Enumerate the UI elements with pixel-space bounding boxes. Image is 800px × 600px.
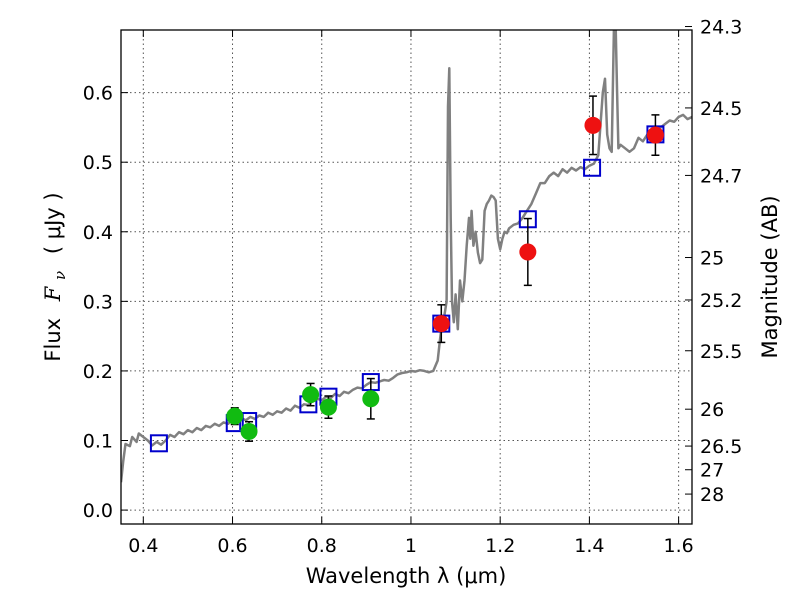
green-data-point bbox=[319, 398, 337, 416]
red-data-point bbox=[646, 126, 664, 144]
red-data-point bbox=[432, 315, 450, 333]
right-tick-label: 26.5 bbox=[700, 436, 742, 458]
x-tick-label: 1.6 bbox=[664, 535, 694, 557]
plot-frame bbox=[120, 29, 693, 525]
right-tick-label: 25.2 bbox=[700, 290, 742, 312]
green-data-point bbox=[362, 390, 380, 408]
grid-lines bbox=[121, 30, 692, 524]
x-tick-label: 1.2 bbox=[485, 535, 515, 557]
x-axis-label: Wavelength λ (μm) bbox=[306, 564, 507, 588]
right-tick-label: 24.7 bbox=[700, 165, 742, 187]
x-tick-label: 0.6 bbox=[217, 535, 247, 557]
y-axis-label-left: Flux F ν ( μJy ) bbox=[41, 192, 70, 361]
green-data-point bbox=[302, 386, 320, 404]
right-tick-label: 27 bbox=[700, 460, 724, 482]
plot-background bbox=[121, 30, 692, 524]
y-tick-label: 0.1 bbox=[83, 431, 113, 453]
model-box-marker bbox=[149, 434, 168, 453]
model-box-marker bbox=[583, 158, 602, 177]
right-tick-label: 24.3 bbox=[700, 17, 742, 39]
right-tick-label: 25 bbox=[700, 248, 724, 270]
x-tick-label: 1 bbox=[405, 535, 417, 557]
y-tick-label: 0.5 bbox=[83, 152, 113, 174]
y-tick-label: 0.4 bbox=[83, 222, 113, 244]
y-tick-label: 0.0 bbox=[83, 500, 113, 522]
right-tick-label: 28 bbox=[700, 484, 724, 506]
x-tick-label: 0.8 bbox=[307, 535, 337, 557]
y-axis-label-subscript: ν bbox=[51, 271, 69, 280]
y-tick-label: 0.6 bbox=[83, 83, 113, 105]
x-axis-ticks: 0.4 0.6 0.8 1 1.2 1.4 1.6 bbox=[128, 30, 694, 557]
red-data-point bbox=[584, 116, 602, 134]
green-data-point bbox=[226, 407, 244, 425]
right-tick-label: 24.5 bbox=[700, 98, 742, 120]
right-tick-label: 25.5 bbox=[700, 341, 742, 363]
y-axis-ticks: 0.0 0.1 0.2 0.3 0.4 0.5 0.6 bbox=[83, 83, 128, 522]
green-data-point bbox=[240, 422, 258, 440]
x-tick-label: 0.4 bbox=[128, 535, 158, 557]
y-axis-label-symbol: F bbox=[41, 285, 65, 302]
y-axis-label-prefix: Flux bbox=[41, 318, 65, 362]
y-tick-label: 0.2 bbox=[83, 361, 113, 383]
red-data-point bbox=[519, 243, 537, 261]
y-tick-label: 0.3 bbox=[83, 291, 113, 313]
y-axis-label-units: ( μJy ) bbox=[41, 192, 65, 254]
x-tick-label: 1.4 bbox=[574, 535, 604, 557]
observed-points bbox=[226, 116, 664, 440]
right-tick-label: 26 bbox=[700, 399, 724, 421]
y-axis-label-right: Magnitude (AB) bbox=[758, 195, 782, 358]
